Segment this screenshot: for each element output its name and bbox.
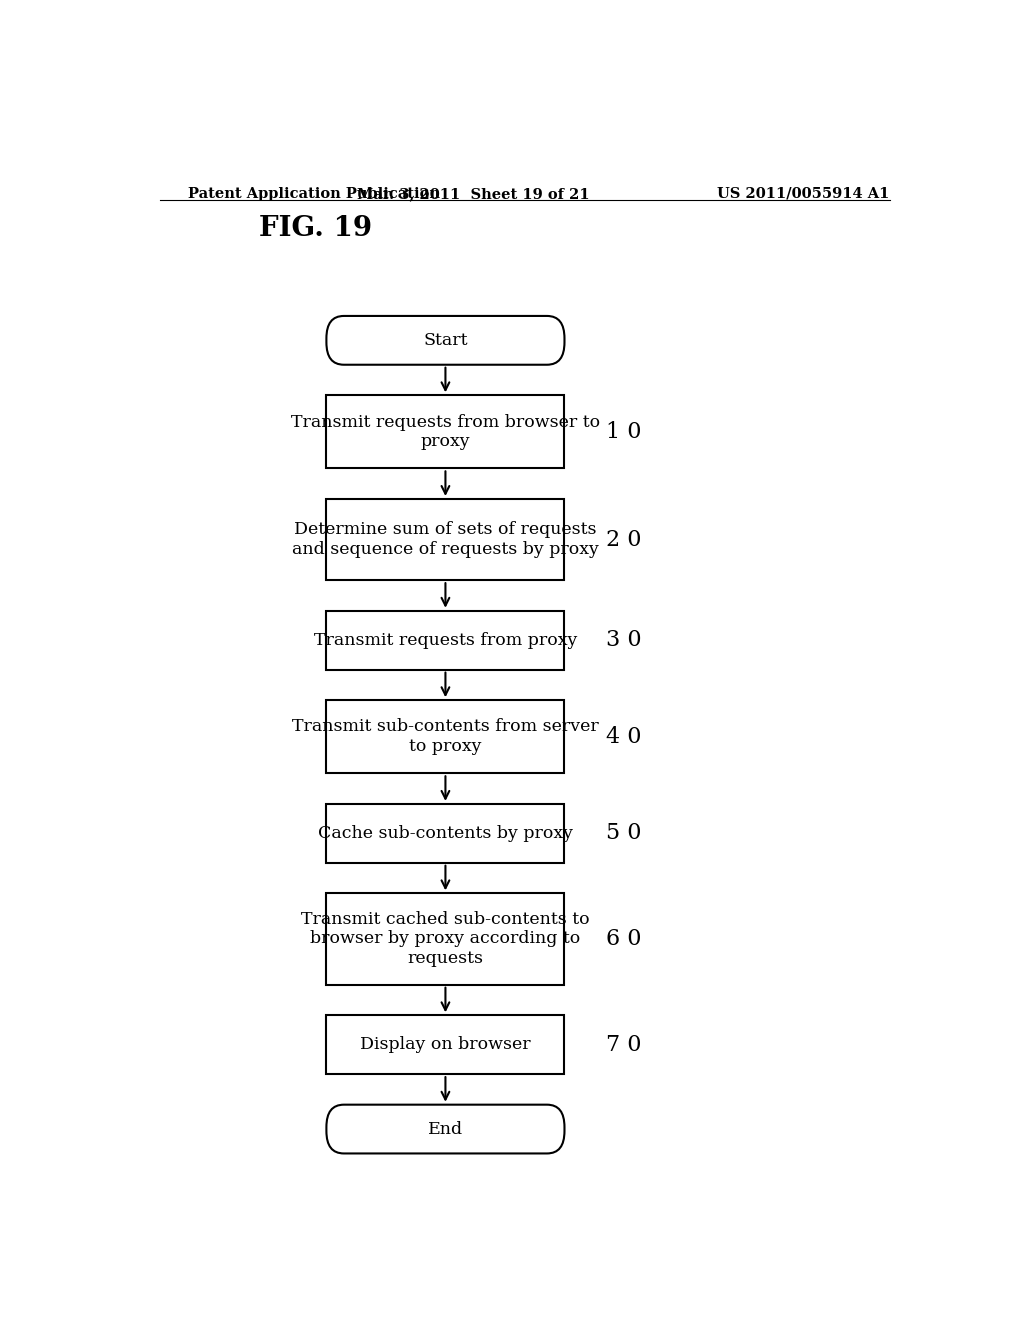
Text: Start: Start xyxy=(423,331,468,348)
Text: 7 0: 7 0 xyxy=(606,1034,641,1056)
Text: 1 0: 1 0 xyxy=(606,421,641,442)
FancyBboxPatch shape xyxy=(327,611,564,669)
FancyBboxPatch shape xyxy=(327,499,564,581)
Text: Transmit requests from proxy: Transmit requests from proxy xyxy=(313,632,578,648)
FancyBboxPatch shape xyxy=(327,804,564,863)
FancyBboxPatch shape xyxy=(327,1015,564,1074)
Text: 3 0: 3 0 xyxy=(606,630,641,651)
Text: Transmit sub-contents from server
to proxy: Transmit sub-contents from server to pro… xyxy=(292,718,599,755)
Text: Patent Application Publication: Patent Application Publication xyxy=(187,187,439,201)
Text: Transmit requests from browser to
proxy: Transmit requests from browser to proxy xyxy=(291,413,600,450)
Text: 6 0: 6 0 xyxy=(606,928,641,950)
Text: 5 0: 5 0 xyxy=(606,822,641,845)
Text: US 2011/0055914 A1: US 2011/0055914 A1 xyxy=(718,187,890,201)
FancyBboxPatch shape xyxy=(327,315,564,364)
Text: Transmit cached sub-contents to
browser by proxy according to
requests: Transmit cached sub-contents to browser … xyxy=(301,911,590,968)
FancyBboxPatch shape xyxy=(327,894,564,985)
FancyBboxPatch shape xyxy=(327,700,564,774)
Text: 4 0: 4 0 xyxy=(606,726,641,747)
Text: Display on browser: Display on browser xyxy=(360,1036,530,1053)
FancyBboxPatch shape xyxy=(327,1105,564,1154)
Text: Mar. 3, 2011  Sheet 19 of 21: Mar. 3, 2011 Sheet 19 of 21 xyxy=(357,187,590,201)
Text: Determine sum of sets of requests
and sequence of requests by proxy: Determine sum of sets of requests and se… xyxy=(292,521,599,558)
Text: 2 0: 2 0 xyxy=(606,528,641,550)
FancyBboxPatch shape xyxy=(327,395,564,469)
Text: End: End xyxy=(428,1121,463,1138)
Text: Cache sub-contents by proxy: Cache sub-contents by proxy xyxy=(317,825,573,842)
Text: FIG. 19: FIG. 19 xyxy=(259,215,372,243)
